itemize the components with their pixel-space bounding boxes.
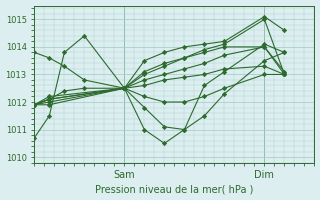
- X-axis label: Pression niveau de la mer( hPa ): Pression niveau de la mer( hPa ): [95, 184, 253, 194]
